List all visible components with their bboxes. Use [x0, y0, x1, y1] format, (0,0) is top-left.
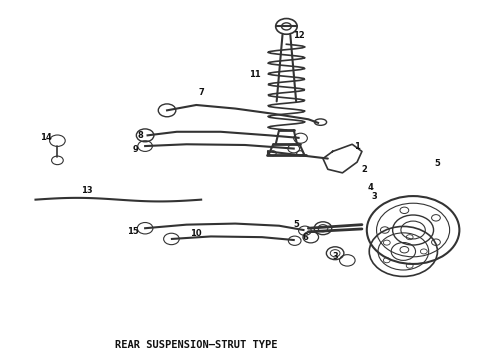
Text: 10: 10	[191, 229, 202, 238]
Text: 4: 4	[368, 183, 374, 192]
Text: 13: 13	[81, 186, 93, 195]
Text: 2: 2	[362, 165, 368, 174]
Text: 14: 14	[40, 133, 52, 142]
Text: 5: 5	[435, 159, 441, 168]
Text: 11: 11	[249, 70, 261, 79]
Text: 9: 9	[132, 145, 138, 154]
Text: 15: 15	[127, 227, 139, 236]
Text: 3: 3	[371, 192, 377, 201]
Text: REAR SUSPENSION–STRUT TYPE: REAR SUSPENSION–STRUT TYPE	[115, 340, 277, 350]
Text: 3: 3	[332, 252, 338, 261]
Text: 1: 1	[354, 141, 360, 150]
Text: 7: 7	[198, 88, 204, 97]
Text: 6: 6	[303, 233, 309, 242]
Text: 8: 8	[137, 131, 143, 140]
Text: 12: 12	[293, 31, 304, 40]
Text: 5: 5	[293, 220, 299, 229]
